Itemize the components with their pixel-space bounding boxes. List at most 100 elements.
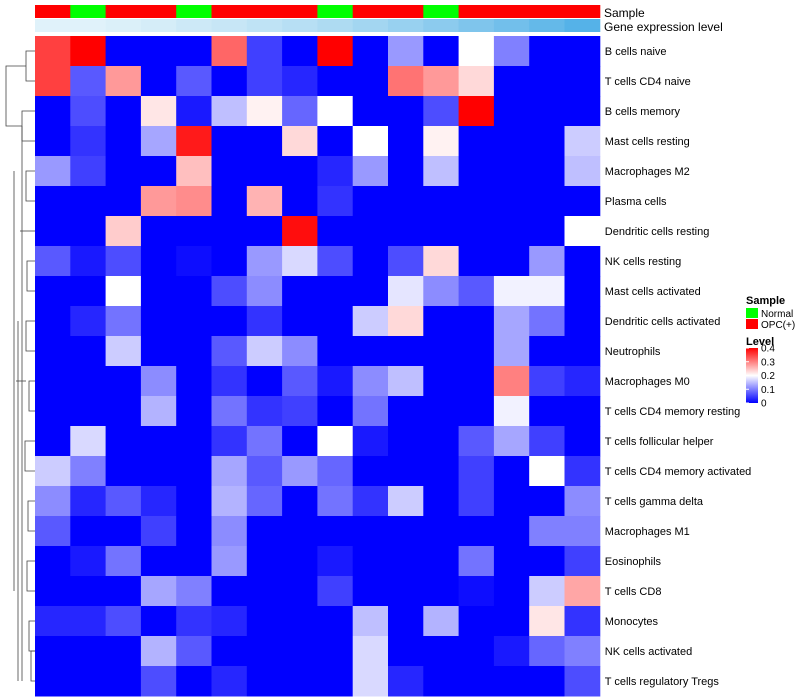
heatmap-cell <box>493 216 530 247</box>
heatmap-cell <box>317 306 354 337</box>
heatmap-cell <box>105 576 142 607</box>
heatmap-cell <box>352 546 389 577</box>
heatmap-cell <box>352 486 389 517</box>
gene-expression-annotation-cell <box>246 19 283 32</box>
heatmap-cell <box>458 606 495 637</box>
heatmap-cell <box>388 276 424 307</box>
heatmap-cell <box>282 516 318 547</box>
heatmap-cell <box>564 666 601 697</box>
dendrogram-branch <box>5 65 26 127</box>
sample-annotation-cell <box>352 5 389 18</box>
heatmap-cell <box>282 426 318 457</box>
heatmap-cell <box>388 426 424 457</box>
annotation-title-gene-expression: Gene expression level <box>604 20 723 34</box>
heatmap-cell <box>388 636 424 667</box>
sample-annotation-cell <box>176 5 212 18</box>
heatmap-cell <box>282 276 318 307</box>
heatmap-cell <box>317 126 354 157</box>
heatmap-cell <box>493 246 530 277</box>
heatmap-cell <box>211 246 248 277</box>
heatmap-cell <box>282 216 318 247</box>
sample-annotation-cell <box>493 5 530 18</box>
heatmap-cell <box>529 456 565 487</box>
heatmap-cell <box>458 396 495 427</box>
heatmap-cell <box>352 216 389 247</box>
gene-expression-annotation-cell <box>388 19 424 32</box>
heatmap-cell <box>458 576 495 607</box>
heatmap-cell <box>352 246 389 277</box>
heatmap-cell <box>493 186 530 217</box>
heatmap-cell <box>282 366 318 397</box>
heatmap-cell <box>423 546 460 577</box>
heatmap-cell <box>317 276 354 307</box>
heatmap-cell <box>458 426 495 457</box>
heatmap-cell <box>493 36 530 67</box>
heatmap-cell <box>388 66 424 97</box>
heatmap-cell <box>423 186 460 217</box>
heatmap-cell <box>352 606 389 637</box>
heatmap-cell <box>458 216 495 247</box>
heatmap-cell <box>564 456 601 487</box>
heatmap-cell <box>458 276 495 307</box>
sample-annotation-cell <box>140 5 177 18</box>
heatmap-cell <box>35 576 71 607</box>
heatmap-cell <box>564 156 601 187</box>
heatmap-cell <box>493 666 530 697</box>
row-label: Mast cells resting <box>605 136 690 148</box>
heatmap-cell <box>70 366 107 397</box>
heatmap-cell <box>140 426 177 457</box>
heatmap-cell <box>493 336 530 367</box>
row-label: Dendritic cells resting <box>605 226 710 238</box>
legend-level-title: Level <box>746 336 774 348</box>
heatmap-cell <box>282 246 318 277</box>
heatmap-cell <box>423 666 460 697</box>
heatmap-cell <box>70 96 107 127</box>
heatmap-cell <box>105 546 142 577</box>
heatmap-cell <box>176 576 212 607</box>
heatmap-cell <box>564 636 601 667</box>
heatmap-cell <box>246 306 283 337</box>
heatmap-cell <box>564 66 601 97</box>
heatmap-cell <box>70 606 107 637</box>
heatmap-cell <box>388 216 424 247</box>
heatmap-cell <box>70 456 107 487</box>
heatmap-cell <box>211 666 248 697</box>
row-label: T cells CD4 memory activated <box>605 466 752 478</box>
heatmap-cell <box>282 396 318 427</box>
heatmap-cell <box>423 636 460 667</box>
heatmap-cell <box>458 246 495 277</box>
heatmap-cell <box>529 276 565 307</box>
heatmap-cell <box>317 576 354 607</box>
heatmap-cell <box>35 396 71 427</box>
heatmap-cell <box>70 66 107 97</box>
heatmap-cell <box>388 486 424 517</box>
heatmap-cell <box>564 576 601 607</box>
heatmap-cell <box>493 96 530 127</box>
heatmap-cell <box>70 156 107 187</box>
heatmap-cell <box>317 36 354 67</box>
row-label: T cells CD8 <box>605 586 662 598</box>
heatmap-cell <box>493 276 530 307</box>
legend: Sample Normal OPC(+) Level 0.4 0.3 0.2 0.1 0 <box>746 295 795 410</box>
heatmap-cell <box>105 516 142 547</box>
heatmap-cell <box>35 246 71 277</box>
row-label: Dendritic cells activated <box>605 316 721 328</box>
heatmap-cell <box>282 336 318 367</box>
heatmap-cell <box>458 96 495 127</box>
heatmap-cell <box>317 66 354 97</box>
heatmap-cell <box>176 276 212 307</box>
sample-annotation-cell <box>423 5 460 18</box>
heatmap-cell <box>458 666 495 697</box>
heatmap-cell <box>140 636 177 667</box>
heatmap-cell <box>529 246 565 277</box>
heatmap-cell <box>493 426 530 457</box>
heatmap-cell <box>458 126 495 157</box>
heatmap-cell <box>282 156 318 187</box>
heatmap-cell <box>105 36 142 67</box>
heatmap-cell <box>105 216 142 247</box>
heatmap-cell <box>493 636 530 667</box>
heatmap-cell <box>317 216 354 247</box>
heatmap-cell <box>176 336 212 367</box>
heatmap-cell <box>423 516 460 547</box>
